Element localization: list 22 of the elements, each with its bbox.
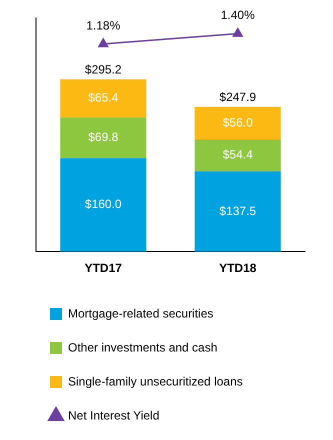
bar	[194, 171, 281, 252]
legend-label: Net Interest Yield	[68, 408, 160, 422]
x-tick-label: YTD17	[84, 261, 122, 276]
data-label: $56.0	[222, 115, 254, 130]
x-tick-label: YTD18	[219, 261, 257, 276]
data-label: 1.18%	[86, 18, 121, 32]
data-label: 1.40%	[220, 8, 256, 22]
legend-label: Mortgage-related securities	[68, 306, 214, 320]
bar	[60, 79, 146, 118]
bar	[194, 106, 281, 140]
data-label: $69.8	[88, 130, 119, 144]
total-label: $295.2	[84, 62, 122, 77]
bar	[60, 158, 146, 252]
data-label: $65.4	[88, 90, 119, 105]
legend-label: Other investments and cash	[68, 340, 218, 354]
bar	[194, 140, 281, 172]
data-label: $54.4	[222, 148, 254, 162]
bar	[60, 117, 146, 158]
data-label: $137.5	[219, 204, 256, 218]
data-label: $160.0	[84, 197, 122, 212]
total-label: $247.9	[219, 90, 256, 104]
legend-label: Single-family unsecuritized loans	[68, 374, 243, 388]
